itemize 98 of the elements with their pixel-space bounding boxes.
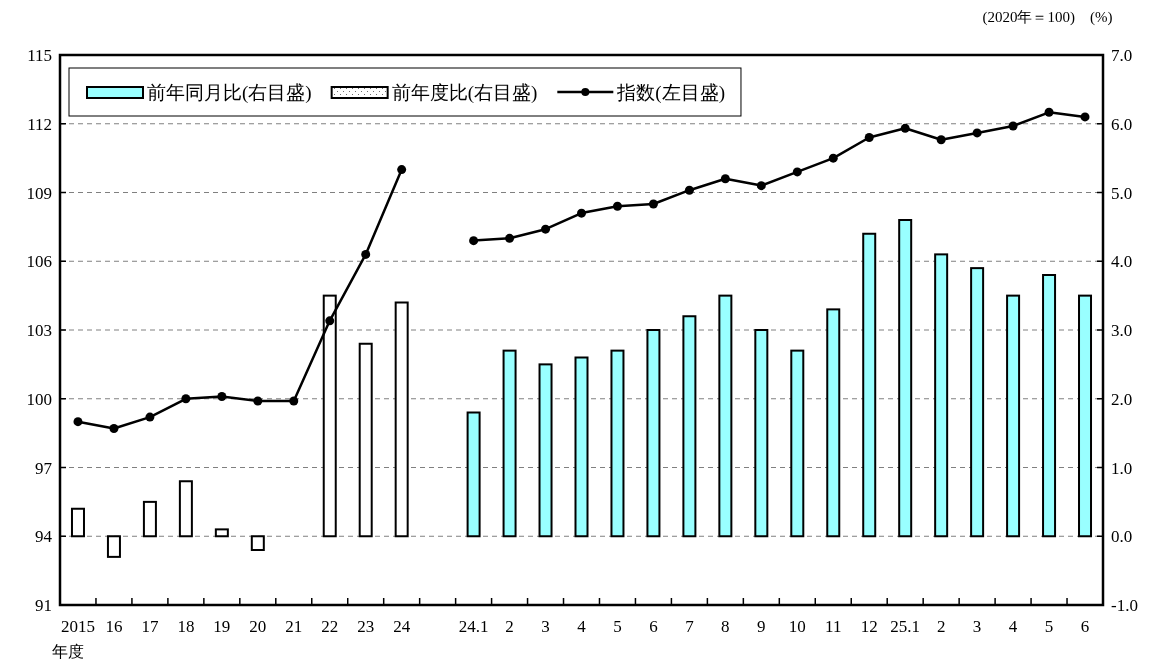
bar xyxy=(646,329,661,538)
bar xyxy=(466,411,481,538)
x-tick-label: 21 xyxy=(285,617,303,636)
bar xyxy=(1006,294,1021,538)
point xyxy=(505,233,515,243)
bar xyxy=(1042,274,1057,538)
y-tick-label: 109 xyxy=(26,183,52,203)
y-tick-label: 112 xyxy=(27,114,52,134)
x-tick-label: 20 xyxy=(249,617,267,636)
y-tick-label: 115 xyxy=(27,46,52,65)
point xyxy=(253,396,263,406)
point xyxy=(900,123,910,133)
y-tick-label: 91 xyxy=(35,596,52,615)
bar xyxy=(862,232,877,538)
point xyxy=(972,128,982,138)
point xyxy=(864,133,874,142)
bar xyxy=(682,315,697,538)
x-tick-label: 4 xyxy=(577,617,587,636)
legend-label: 前年同月比(右目盛) xyxy=(147,82,312,104)
bar xyxy=(718,294,733,538)
point xyxy=(109,424,119,434)
y2-tick-label: 3.0 xyxy=(1111,321,1133,340)
point xyxy=(756,181,766,191)
point xyxy=(1008,121,1018,131)
x-tick-label: 8 xyxy=(721,617,730,636)
x-tick-label: 5 xyxy=(1044,617,1054,636)
x-tick-label: 18 xyxy=(177,617,195,636)
y2-tick-label: 7.0 xyxy=(1111,46,1133,65)
point xyxy=(289,396,299,406)
y2-tick-label: 2.0 xyxy=(1111,389,1133,409)
y-tick-label: 97 xyxy=(35,458,53,478)
point xyxy=(936,135,946,145)
y2-axis-title: (%) xyxy=(1090,9,1113,26)
point xyxy=(612,201,622,211)
x-tick-label: 11 xyxy=(825,617,842,636)
bar xyxy=(898,219,913,538)
x-tick-label: 3 xyxy=(972,617,982,636)
bar xyxy=(754,329,769,538)
point xyxy=(828,153,838,163)
bar xyxy=(826,308,841,538)
y2-tick-label: 1.0 xyxy=(1111,458,1133,478)
x-tick-label: 2015 xyxy=(60,617,95,636)
y-tick-label: 103 xyxy=(26,321,52,340)
point xyxy=(1080,112,1090,122)
point xyxy=(541,224,551,234)
point xyxy=(469,236,479,246)
legend-label: 前年度比(右目盛) xyxy=(391,82,538,104)
bar xyxy=(574,356,589,538)
x-tick-label: 2 xyxy=(505,617,514,636)
y2-tick-label: 0.0 xyxy=(1111,527,1133,547)
x-tick-label: 22 xyxy=(321,617,339,636)
y-tick-label: 100 xyxy=(26,389,52,409)
x-tick-label: 6 xyxy=(1080,617,1090,636)
point xyxy=(1044,107,1054,117)
y2-tick-label: -1.0 xyxy=(1111,596,1138,615)
x-tick-label: 7 xyxy=(685,617,695,636)
point xyxy=(648,199,658,209)
text: (2020年＝100) xyxy=(982,9,1075,26)
x-tick-label: 16 xyxy=(105,617,123,636)
x-tick-label: 2 xyxy=(936,617,946,636)
x-tick-label: 25.1 xyxy=(890,617,921,636)
bar xyxy=(538,363,553,538)
x-tick-label: 24.1 xyxy=(458,617,489,636)
point xyxy=(361,249,371,259)
bar xyxy=(502,349,517,538)
point xyxy=(397,165,407,175)
x-tick-label: 5 xyxy=(613,617,622,636)
x-tick-label: 10 xyxy=(788,617,806,636)
bar xyxy=(934,253,949,538)
x-tick-label: 12 xyxy=(860,617,878,636)
x-tick-label: 24 xyxy=(393,617,411,636)
point xyxy=(792,167,802,177)
bar xyxy=(610,349,625,538)
x-tick-label: 9 xyxy=(757,617,766,636)
point xyxy=(145,412,155,422)
y2-tick-label: 5.0 xyxy=(1111,183,1133,203)
y-tick-label: 94 xyxy=(35,527,53,547)
x-axis-title: 年度 xyxy=(52,643,84,660)
x-tick-label: 23 xyxy=(357,617,375,636)
y-tick-label: 106 xyxy=(26,252,52,272)
bar xyxy=(970,267,985,538)
point xyxy=(217,391,227,401)
point xyxy=(720,174,730,184)
legend-label: 指数(左目盛) xyxy=(616,82,725,104)
x-tick-label: 19 xyxy=(213,617,231,636)
x-tick-label: 6 xyxy=(649,617,658,636)
x-tick-label: 4 xyxy=(1008,617,1018,636)
point xyxy=(181,394,191,404)
y2-tick-label: 4.0 xyxy=(1111,252,1133,272)
point xyxy=(577,208,586,218)
y2-tick-label: 6.0 xyxy=(1111,114,1133,134)
point xyxy=(73,417,83,427)
x-tick-label: 3 xyxy=(541,617,550,636)
x-tick-label: 17 xyxy=(141,617,159,636)
bar xyxy=(1078,294,1093,538)
point xyxy=(684,185,694,195)
bar xyxy=(790,349,805,538)
point xyxy=(325,316,335,326)
